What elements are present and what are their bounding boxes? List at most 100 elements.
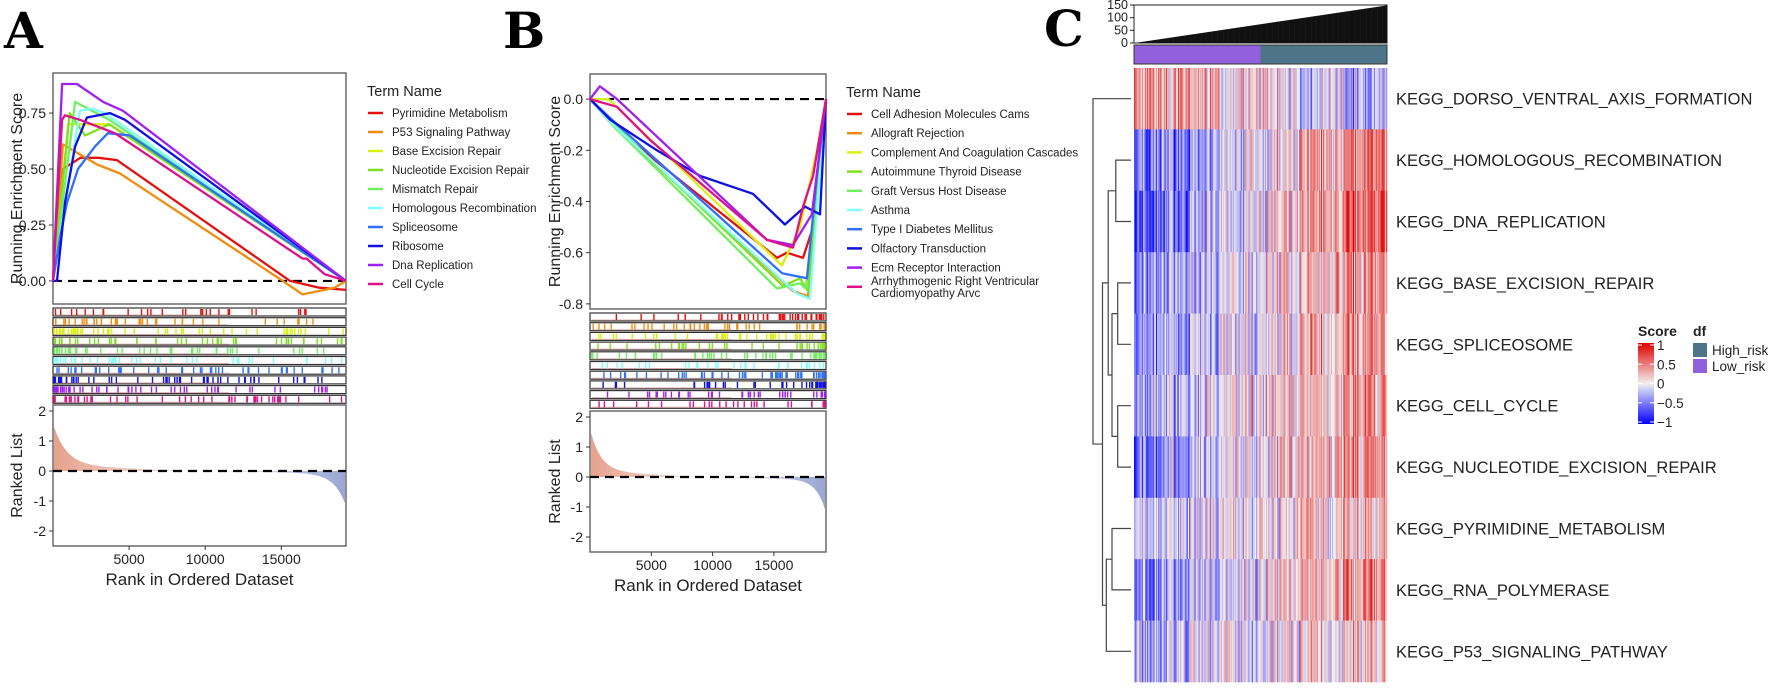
hit-strip [53,347,346,355]
heatmap-cell [1386,375,1387,437]
legend-label: Type I Diabetes Mellitus [871,224,993,236]
hit-strip [590,332,826,340]
hit-strip [53,318,346,326]
dendrogram-branch [1118,406,1131,467]
x-tick-label: 5000 [636,557,667,573]
rank-y-tick-label: -2 [34,523,47,539]
legend-item: P53 Signaling Pathway [368,127,511,139]
rank-y-tick-label: 0 [575,469,583,485]
group-annotation-low-risk [1134,45,1261,64]
hit-strip [590,323,826,331]
x-tick-label: 10000 [693,557,732,573]
legend-label: Ecm Receptor Interaction [871,263,1001,275]
ranked-list-title: Ranked List [9,433,26,518]
rank-y-tick-label: -2 [571,529,584,545]
ranked-list-title: Ranked List [547,439,564,524]
hit-strip [53,327,346,335]
panel-label: A [3,1,44,60]
legend-label: Ribosome [392,241,444,253]
legend-label: Pyrimidine Metabolism [392,108,508,120]
panel-label: B [503,1,545,60]
legend-item: Type I Diabetes Mellitus [847,224,993,236]
heatmap-cell [1386,252,1387,314]
legend-item: Asthma [847,205,911,217]
legend-item: Dna Replication [368,260,473,272]
colorbar-label: 0.5 [1657,357,1676,372]
y-tick-label: 0.0 [564,91,584,107]
legend-label: Cell Cycle [392,279,444,291]
heatmap-row [1134,129,1387,191]
row-label: KEGG_CELL_CYCLE [1396,398,1558,416]
panel-label: C [1044,0,1084,58]
heatmap-cell [1386,191,1387,253]
bar-y-tick-label: 0 [1121,36,1128,50]
hit-strip [590,313,826,321]
heatmap-row [1134,252,1387,314]
row-label: KEGG_HOMOLOGOUS_RECOMBINATION [1396,152,1722,170]
legend-label: Arrhythmogenic Right Ventricular [871,276,1039,288]
heatmap-row [1134,621,1387,683]
colorbar-label: 0 [1657,377,1665,392]
legend-item: Arrhythmogenic Right VentricularCardiomy… [847,276,1039,300]
hit-strip [590,362,826,370]
legend-item: Nucleotide Excision Repair [368,165,530,177]
legend-item: Autoimmune Thyroid Disease [847,167,1022,179]
hit-strip [590,400,826,408]
score-legend-title: Score [1638,323,1677,339]
colorbar-label: 1 [1657,338,1665,353]
row-label: KEGG_RNA_POLYMERASE [1396,582,1609,600]
group-annotation-high-risk [1261,45,1388,64]
group-legend-label: High_risk [1712,343,1769,358]
dendrogram-branch [1106,559,1131,651]
legend-item: Graft Versus Host Disease [847,186,1007,198]
legend-label: Graft Versus Host Disease [871,186,1007,198]
hit-strip [53,357,346,365]
legend-item: Olfactory Transduction [847,243,986,255]
row-label: KEGG_NUCLEOTIDE_EXCISION_REPAIR [1396,459,1717,477]
ranked-list-frame [590,411,826,552]
dendrogram-branch [1116,160,1131,221]
x-tick-label: 15000 [262,551,301,567]
legend-item: Pyrimidine Metabolism [368,108,508,120]
legend-label: Nucleotide Excision Repair [392,165,530,177]
legend-title: Term Name [367,84,442,100]
rank-y-tick-label: -1 [571,499,584,515]
legend-label: Autoimmune Thyroid Disease [871,167,1022,179]
legend-item: Homologous Recombination [368,203,536,215]
dendrogram-branch [1103,283,1109,605]
risk-score-bar [1386,6,1387,43]
row-label: KEGG_SPLICEOSOME [1396,336,1573,354]
x-tick-label: 10000 [186,551,225,567]
heatmap [1134,68,1387,682]
legend-title: Term Name [846,85,921,101]
hit-strip [53,386,346,394]
hit-strip [53,308,346,316]
dendrogram-branch [1112,529,1131,590]
legend-label: Cardiomyopathy Arvc [871,288,981,300]
row-label: KEGG_P53_SIGNALING_PATHWAY [1396,643,1668,661]
legend-label: Asthma [871,205,911,217]
legend-item: Complement And Coagulation Cascades [847,147,1078,159]
heatmap-cell [1386,498,1387,560]
y-axis-title: Running Enrichment Score [9,93,26,284]
x-axis-title: Rank in Ordered Dataset [105,570,293,589]
heatmap-row [1134,191,1387,253]
legend-item: Spliceosome [368,222,458,234]
colorbar-label: −1 [1657,415,1672,430]
legend-label: Homologous Recombination [392,203,536,215]
legend-item: Cell Cycle [368,279,444,291]
legend-label: Base Excision Repair [392,146,501,158]
y-tick-label: -0.8 [559,296,583,312]
legend-label: Spliceosome [392,222,458,234]
heatmap-row [1134,559,1387,621]
heatmap-row [1134,436,1387,498]
legend-label: Cell Adhesion Molecules Cams [871,109,1030,121]
hit-strip [53,366,346,374]
heatmap-cell [1386,621,1387,683]
x-tick-label: 5000 [114,551,145,567]
heatmap-cell [1386,68,1387,130]
rank-y-tick-label: 1 [575,439,583,455]
